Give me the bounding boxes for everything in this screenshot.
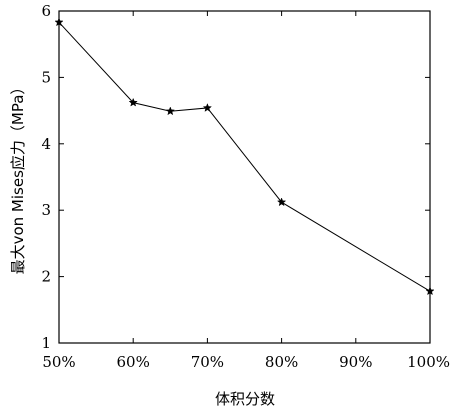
y-tick-label: 1 bbox=[41, 334, 51, 352]
data-point-marker bbox=[425, 286, 435, 296]
plot-frame bbox=[58, 10, 431, 344]
y-tick-label: 5 bbox=[41, 68, 51, 86]
y-tick-label: 3 bbox=[41, 201, 51, 219]
series-layer bbox=[54, 17, 435, 296]
x-tick-label: 90% bbox=[339, 353, 372, 371]
y-tick-label: 2 bbox=[41, 268, 51, 286]
x-tick-label: 80% bbox=[265, 353, 298, 371]
x-tick-label: 60% bbox=[117, 353, 150, 371]
data-point-marker bbox=[54, 17, 64, 27]
x-tick-label: 100% bbox=[407, 353, 450, 371]
x-axis-title: 体积分数 bbox=[215, 390, 275, 408]
x-tick-label: 70% bbox=[191, 353, 224, 371]
y-tick-label: 6 bbox=[41, 2, 51, 20]
y-axis: 1 2 3 4 5 6 bbox=[41, 2, 430, 352]
data-point-marker bbox=[165, 106, 175, 116]
x-tick-label: 50% bbox=[42, 353, 75, 371]
y-axis-title: 最大von Mises应力（MPa） bbox=[9, 80, 27, 275]
data-point-marker bbox=[202, 103, 213, 112]
series-line bbox=[58, 21, 431, 292]
y-tick-label: 4 bbox=[41, 135, 51, 153]
x-axis: 50% 60% 70% 80% 90% 100% bbox=[42, 11, 450, 371]
data-point-marker bbox=[276, 197, 287, 207]
data-point-marker bbox=[128, 97, 138, 107]
